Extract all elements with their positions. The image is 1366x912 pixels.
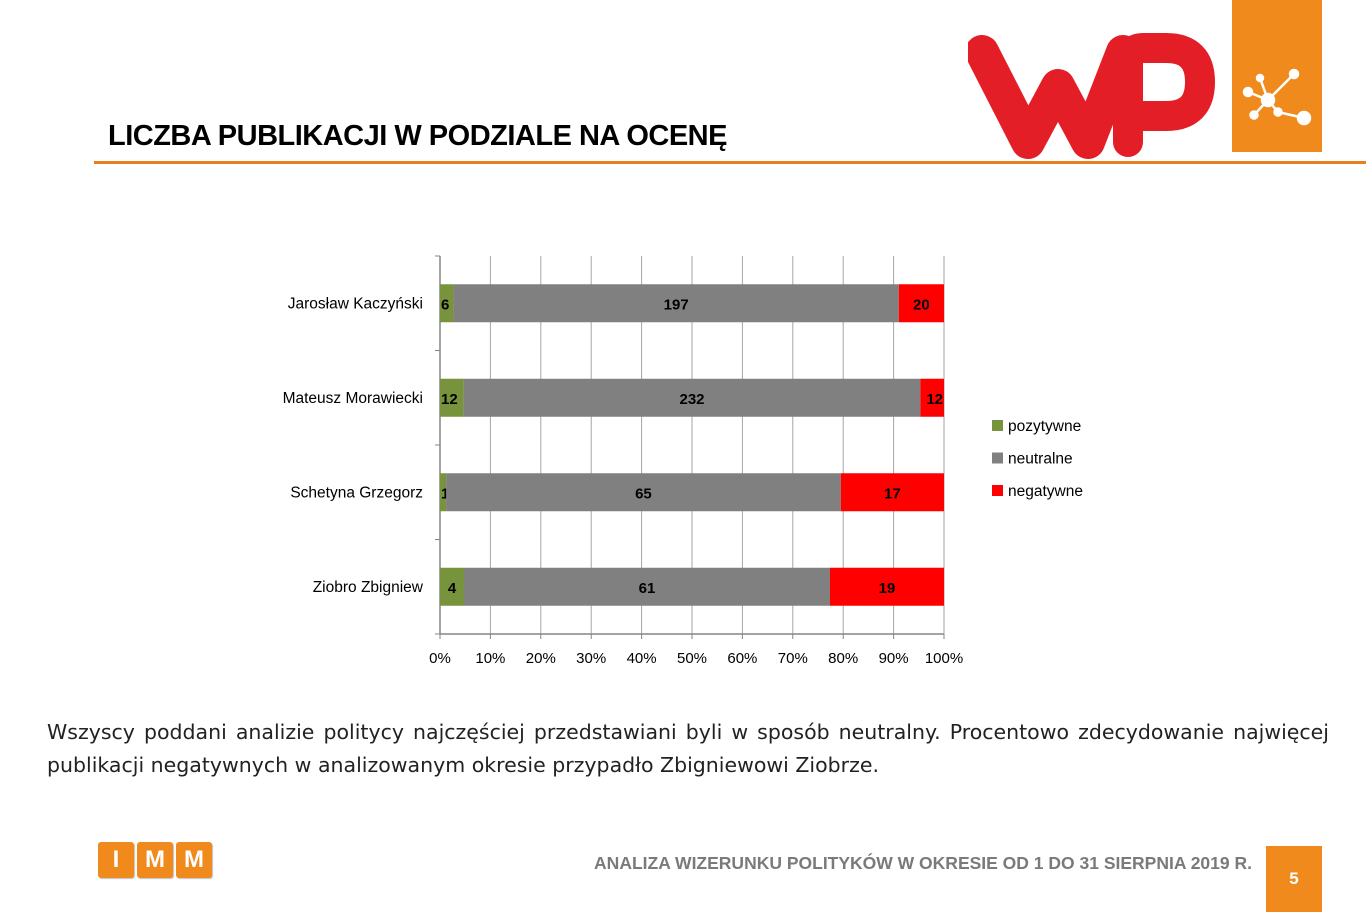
data-label: 12	[441, 391, 458, 408]
bar-segment	[440, 284, 454, 323]
data-label: 65	[635, 485, 652, 502]
data-label: 4	[448, 580, 457, 597]
page-number: 5	[1266, 846, 1322, 912]
network-icon	[1242, 68, 1312, 126]
data-label: 20	[913, 296, 930, 313]
page-title: LICZBA PUBLIKACJI W PODZIALE NA OCENĘ	[108, 120, 727, 152]
legend-label: neutralne	[1008, 451, 1073, 468]
footer-caption: ANALIZA WIZERUNKU POLITYKÓW W OKRESIE OD…	[594, 853, 1252, 873]
x-tick-label: 0%	[429, 650, 451, 667]
bar-segment	[464, 567, 830, 606]
x-tick-label: 50%	[677, 650, 707, 667]
wp-logo	[968, 33, 1215, 159]
x-tick-label: 40%	[627, 650, 657, 667]
bar-segment	[440, 473, 447, 512]
category-label: Schetyna Grzegorz	[290, 484, 423, 501]
imm-letter: M	[176, 842, 212, 878]
x-tick-label: 20%	[526, 650, 556, 667]
bar-segment	[453, 284, 899, 323]
data-label: 232	[679, 391, 704, 408]
x-tick-label: 10%	[475, 650, 505, 667]
bar-segment	[446, 473, 841, 512]
x-tick-label: 80%	[828, 650, 858, 667]
x-tick-label: 100%	[925, 650, 963, 667]
bar-segment	[920, 378, 944, 417]
legend-swatch	[992, 485, 1003, 496]
x-tick-label: 90%	[879, 650, 909, 667]
brand-corner-box	[1232, 0, 1322, 152]
bar-segment	[898, 284, 944, 323]
bar-segment	[440, 567, 464, 606]
legend-swatch	[992, 420, 1003, 431]
bar-segment	[830, 567, 944, 606]
category-label: Jarosław Kaczyński	[288, 295, 423, 312]
category-label: Mateusz Morawiecki	[283, 390, 423, 407]
legend-swatch	[992, 452, 1003, 464]
data-label: 12	[926, 391, 943, 408]
imm-letter: I	[98, 842, 134, 878]
x-tick-label: 70%	[778, 650, 808, 667]
title-underline	[94, 161, 1366, 164]
imm-logo: I M M	[98, 842, 212, 878]
imm-letter: M	[137, 842, 173, 878]
legend-label: pozytywne	[1008, 418, 1081, 435]
stacked-bar-chart: 0% 10% 20% 30% 40% 50% 60% 70% 80% 90% 100% Jarosła…	[283, 255, 1083, 667]
x-tick-label: 60%	[727, 650, 757, 667]
category-label: Ziobro Zbigniew	[313, 579, 424, 596]
data-label: 6	[441, 296, 449, 313]
bar-segment	[463, 378, 921, 417]
data-label: 17	[884, 485, 901, 502]
data-label: 61	[639, 580, 656, 597]
data-label: 19	[879, 580, 896, 597]
x-tick-label: 30%	[576, 650, 606, 667]
summary-paragraph: Wszyscy poddani analizie politycy najczę…	[47, 720, 1329, 777]
legend-label: negatywne	[1008, 483, 1083, 500]
bar-segment	[440, 378, 464, 417]
data-label: 1	[441, 485, 449, 502]
bar-segment	[840, 473, 944, 512]
data-label: 197	[664, 296, 689, 313]
